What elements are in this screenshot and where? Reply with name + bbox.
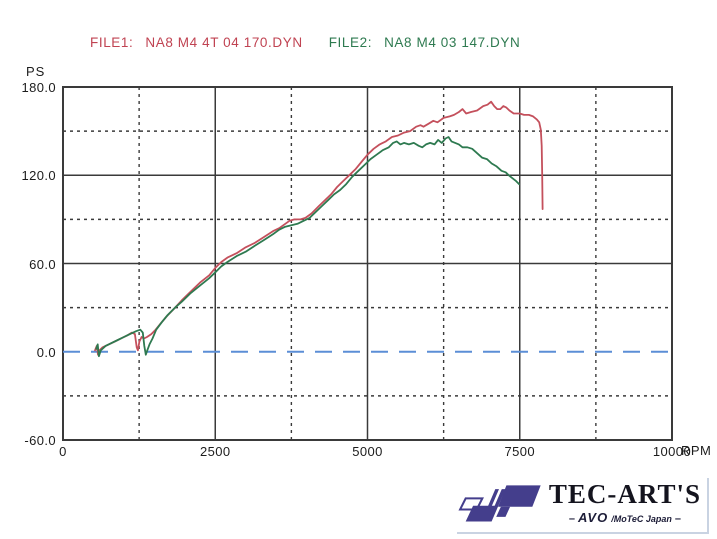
y-tick-label: 120.0 bbox=[21, 168, 56, 184]
file2-power-curve bbox=[95, 136, 520, 358]
tec-arts-logo: TEC-ART'S – AVO /MoTeC Japan – bbox=[454, 476, 707, 532]
y-axis-unit-label: PS bbox=[26, 64, 46, 79]
x-axis-unit-label: RPM bbox=[681, 443, 712, 458]
x-tick-label: 0 bbox=[59, 444, 67, 459]
subline-dash-left: – bbox=[568, 513, 575, 525]
brand-name: TEC-ART'S bbox=[548, 479, 701, 509]
file1-filename: NA8 M4 4T 04 170.DYN bbox=[145, 35, 303, 50]
x-tick-label: 7500 bbox=[504, 444, 536, 459]
file-header: FILE1: NA8 M4 4T 04 170.DYN FILE2: NA8 M4 0… bbox=[90, 35, 546, 50]
avo-wordmark: AVO bbox=[578, 510, 609, 525]
tec-arts-logo-mark bbox=[458, 485, 541, 522]
subline-dash-right: – bbox=[674, 513, 682, 525]
y-tick-label: -60.0 bbox=[24, 433, 56, 448]
y-tick-label: 60.0 bbox=[29, 256, 56, 272]
brand-subline: – AVO /MoTeC Japan – bbox=[569, 511, 681, 525]
dyno-chart bbox=[62, 86, 673, 441]
file2-label: FILE2: bbox=[328, 35, 373, 50]
x-tick-label: 5000 bbox=[352, 444, 383, 459]
plot-border bbox=[62, 86, 673, 441]
motec-japan-text: /MoTeC Japan bbox=[611, 514, 672, 524]
file1-power-curve bbox=[94, 100, 544, 356]
y-tick-label: 180.0 bbox=[21, 80, 56, 95]
file2-filename: NA8 M4 03 147.DYN bbox=[384, 35, 521, 50]
tec-arts-logo-text: TEC-ART'S – AVO /MoTeC Japan – bbox=[549, 481, 701, 525]
y-tick-label: 0.0 bbox=[36, 344, 56, 360]
file1-label: FILE1: bbox=[90, 35, 134, 50]
x-tick-label: 10000 bbox=[652, 444, 692, 459]
x-tick-label: 2500 bbox=[199, 444, 231, 459]
